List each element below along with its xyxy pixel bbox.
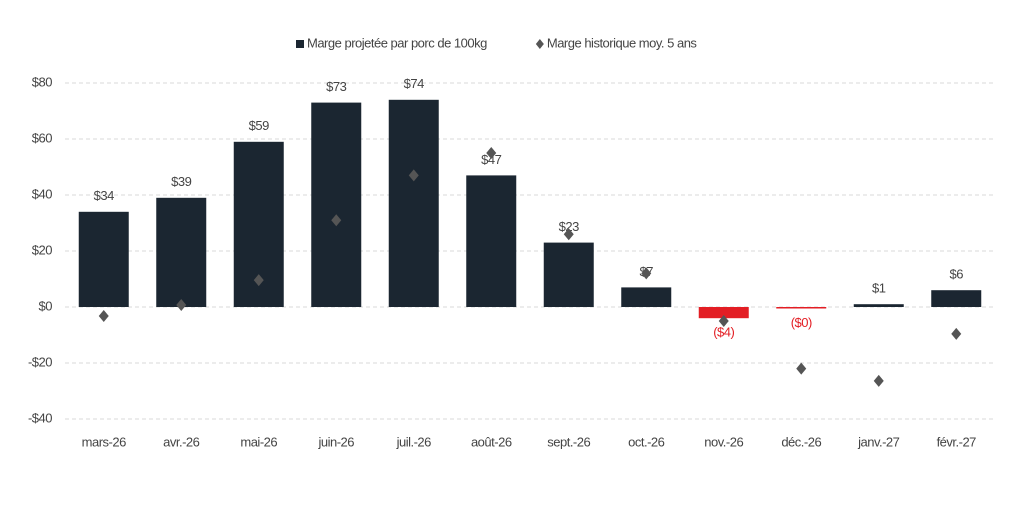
bar — [853, 304, 904, 307]
bar — [698, 307, 749, 319]
y-tick-label: $60 — [32, 130, 52, 145]
value-label: ($4) — [713, 325, 734, 340]
bar — [311, 102, 362, 307]
y-tick-label: -$40 — [28, 410, 52, 425]
y-tick-label: $20 — [32, 242, 52, 257]
bar — [156, 197, 207, 307]
x-tick-label: févr.-27 — [937, 434, 977, 449]
value-label: $74 — [404, 76, 424, 91]
marker — [253, 274, 264, 287]
value-label: $34 — [94, 188, 114, 203]
x-tick-label: sept.-26 — [547, 434, 590, 449]
y-tick-label: $80 — [32, 74, 52, 89]
value-label: ($0) — [791, 315, 812, 330]
y-tick-label: $0 — [39, 298, 53, 313]
y-tick-label: -$20 — [28, 354, 52, 369]
marker — [408, 169, 419, 182]
marker — [331, 214, 342, 227]
value-label: $23 — [559, 219, 579, 234]
legend-label: Marge historique moy. 5 ans — [547, 35, 698, 50]
marker — [563, 228, 574, 241]
x-tick-label: déc.-26 — [781, 434, 821, 449]
value-label: $73 — [326, 79, 346, 94]
x-tick-label: août-26 — [471, 434, 512, 449]
bar — [466, 175, 517, 307]
legend-label: Marge projetée par porc de 100kg — [307, 35, 487, 50]
value-label: $1 — [872, 281, 886, 296]
marker — [951, 327, 962, 340]
value-label: $47 — [481, 152, 501, 167]
marker — [873, 374, 884, 387]
marker — [176, 299, 187, 312]
marker — [796, 362, 807, 375]
value-label: $39 — [171, 174, 191, 189]
y-tick-label: $40 — [32, 186, 52, 201]
bar — [776, 307, 827, 309]
marker — [641, 267, 652, 280]
x-tick-label: avr.-26 — [163, 434, 200, 449]
bar — [621, 287, 672, 307]
bar — [543, 242, 594, 307]
marker — [98, 309, 109, 322]
x-tick-label: mai-26 — [240, 434, 277, 449]
x-tick-label: juil.-26 — [396, 434, 432, 449]
legend-swatch — [296, 40, 304, 48]
value-label: $6 — [950, 267, 964, 282]
legend-swatch — [535, 39, 544, 49]
bar — [931, 290, 982, 307]
bar — [388, 99, 439, 307]
x-tick-label: oct.-26 — [628, 434, 665, 449]
marker — [486, 147, 497, 159]
x-tick-label: juin-26 — [317, 434, 354, 449]
x-tick-label: nov.-26 — [704, 434, 743, 449]
value-label: $59 — [249, 118, 269, 133]
x-tick-label: mars-26 — [82, 434, 126, 449]
bar — [78, 211, 129, 307]
x-tick-label: janv.-27 — [857, 434, 900, 449]
marker — [718, 315, 729, 327]
